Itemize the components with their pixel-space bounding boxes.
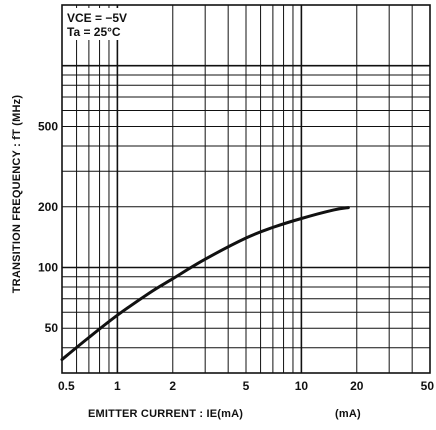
x-tick-label: 1 [114, 379, 121, 393]
y-tick-label: 200 [38, 200, 58, 214]
x-tick-labels: 0.5 1 2 5 10 20 50 [58, 379, 434, 393]
y-tick-label: 50 [45, 321, 59, 335]
condition-vce: VCE = −5V [67, 11, 127, 25]
y-tick-labels: 50 100 200 500 [38, 119, 58, 335]
x-tick-label: 50 [421, 379, 435, 393]
plot-frame [61, 4, 431, 374]
x-tick-label: 2 [169, 379, 176, 393]
grid [62, 5, 430, 373]
condition-ta: Ta = 25°C [67, 25, 121, 39]
y-tick-label: 100 [38, 261, 58, 275]
x-tick-label: 5 [243, 379, 250, 393]
x-tick-label: 0.5 [58, 379, 75, 393]
x-tick-label: 10 [295, 379, 309, 393]
y-axis-label: TRANSITION FREQUENCY : fT (MHz) [11, 95, 23, 294]
x-axis-label: EMITTER CURRENT : IE(mA) [88, 408, 243, 420]
y-tick-label: 500 [38, 119, 58, 133]
x-axis-unit: (mA) [335, 408, 361, 420]
series-group [60, 206, 350, 361]
series-line [60, 206, 350, 361]
conditions-background [64, 8, 150, 40]
x-tick-label: 20 [350, 379, 364, 393]
